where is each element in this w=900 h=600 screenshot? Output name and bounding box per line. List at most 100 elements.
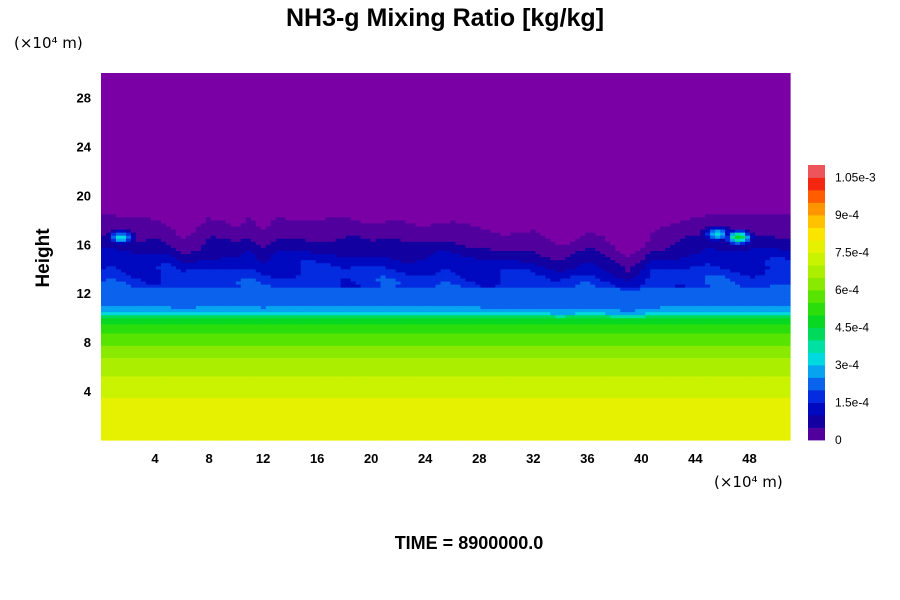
heatmap-cell xyxy=(215,216,222,221)
heatmap-cell xyxy=(205,360,212,365)
heatmap-cell xyxy=(295,124,302,129)
heatmap-cell xyxy=(140,207,147,212)
heatmap-cell xyxy=(180,109,187,114)
heatmap-cell xyxy=(180,317,187,322)
heatmap-cell xyxy=(270,381,277,386)
heatmap-cell xyxy=(110,326,117,331)
heatmap-cell xyxy=(220,436,227,441)
heatmap-cell xyxy=(160,424,167,429)
heatmap-cell xyxy=(165,253,172,258)
heatmap-cell xyxy=(190,348,197,352)
heatmap-cell xyxy=(170,268,177,273)
heatmap-cell xyxy=(220,134,227,138)
heatmap-cell xyxy=(290,152,297,157)
heatmap-cell xyxy=(300,360,307,365)
heatmap-cell xyxy=(101,128,107,132)
heatmap-cell xyxy=(270,115,277,120)
heatmap-cell xyxy=(205,131,212,135)
heatmap-cell xyxy=(265,351,272,355)
heatmap-cell xyxy=(220,375,227,380)
heatmap-cell xyxy=(150,259,157,264)
heatmap-cell xyxy=(285,146,292,151)
heatmap-cell xyxy=(200,388,207,392)
heatmap-cell xyxy=(115,378,122,383)
heatmap-cell xyxy=(145,170,152,175)
heatmap-cell xyxy=(200,345,207,349)
heatmap-cell xyxy=(255,140,262,144)
heatmap-cell xyxy=(130,134,137,138)
heatmap-cell xyxy=(295,308,302,313)
heatmap-cell xyxy=(140,170,147,175)
heatmap-cell xyxy=(180,372,187,377)
heatmap-cell xyxy=(170,415,177,420)
heatmap-cell xyxy=(240,109,247,114)
heatmap-cell xyxy=(105,82,112,86)
heatmap-cell xyxy=(290,91,297,96)
heatmap-cell xyxy=(105,155,112,160)
heatmap-cell xyxy=(155,176,162,181)
heatmap-cell xyxy=(125,82,132,86)
heatmap-cell xyxy=(295,375,302,380)
heatmap-cell xyxy=(205,238,212,242)
heatmap-cell xyxy=(140,287,147,291)
heatmap-cell xyxy=(155,332,162,337)
heatmap-cell xyxy=(170,271,177,276)
heatmap-cell xyxy=(155,427,162,432)
heatmap-cell xyxy=(280,284,287,288)
heatmap-cell xyxy=(185,128,192,132)
heatmap-cell xyxy=(245,394,252,398)
heatmap-cell xyxy=(255,280,262,285)
heatmap-cell xyxy=(125,164,132,169)
heatmap-cell xyxy=(115,192,122,196)
heatmap-cell xyxy=(135,424,142,429)
heatmap-cell xyxy=(175,106,182,111)
heatmap-cell xyxy=(255,436,262,441)
heatmap-cell xyxy=(245,124,252,129)
heatmap-cell xyxy=(125,277,132,282)
heatmap-cell xyxy=(125,391,132,395)
heatmap-cell xyxy=(265,244,272,248)
heatmap-cell xyxy=(235,256,242,261)
heatmap-cell xyxy=(101,336,107,340)
heatmap-cell xyxy=(280,106,287,111)
heatmap-cell xyxy=(295,406,302,411)
heatmap-cell xyxy=(240,323,247,328)
heatmap-cell xyxy=(195,222,202,227)
heatmap-cell xyxy=(165,332,172,337)
heatmap-cell xyxy=(150,311,157,316)
heatmap-cell xyxy=(160,378,167,383)
heatmap-cell xyxy=(200,152,207,157)
heatmap-cell xyxy=(255,201,262,206)
heatmap-cell xyxy=(205,222,212,227)
heatmap-cell xyxy=(130,186,137,190)
heatmap-cell xyxy=(245,296,252,300)
heatmap-cell xyxy=(140,336,147,340)
heatmap-cell xyxy=(250,124,257,129)
heatmap-cell xyxy=(195,146,202,151)
heatmap-cell xyxy=(230,280,237,285)
heatmap-cell xyxy=(180,296,187,300)
heatmap-cell xyxy=(120,290,127,294)
heatmap-cell xyxy=(185,170,192,175)
heatmap-cell xyxy=(145,216,152,221)
heatmap-cell xyxy=(175,372,182,377)
heatmap-cell xyxy=(110,121,117,126)
heatmap-cell xyxy=(280,88,287,92)
heatmap-cell xyxy=(185,293,192,297)
heatmap-cell xyxy=(230,192,237,196)
heatmap-cell xyxy=(240,320,247,325)
heatmap-cell xyxy=(115,186,122,190)
heatmap-cell xyxy=(295,137,302,141)
heatmap-cell xyxy=(275,317,282,322)
heatmap-cell xyxy=(185,112,192,117)
heatmap-cell xyxy=(270,308,277,313)
heatmap-cell xyxy=(165,186,172,190)
heatmap-cell xyxy=(215,228,222,233)
heatmap-cell xyxy=(215,369,222,374)
heatmap-cell xyxy=(220,372,227,377)
heatmap-cell xyxy=(225,128,232,132)
heatmap-cell xyxy=(170,332,177,337)
heatmap-cell xyxy=(220,180,227,184)
heatmap-cell xyxy=(101,256,107,261)
heatmap-cell xyxy=(265,176,272,181)
